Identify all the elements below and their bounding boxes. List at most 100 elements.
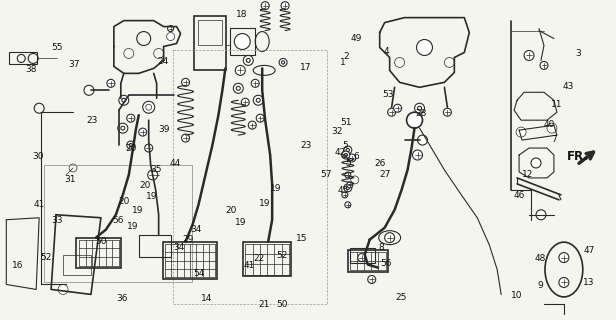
Circle shape: [348, 154, 356, 162]
Text: 38: 38: [25, 65, 36, 74]
Text: 4: 4: [384, 46, 389, 56]
Circle shape: [344, 146, 352, 154]
Text: 23: 23: [301, 141, 312, 150]
Text: 39: 39: [158, 125, 169, 134]
Circle shape: [345, 202, 351, 208]
Text: 8: 8: [379, 243, 384, 252]
Bar: [243, 242, 291, 276]
Text: 53: 53: [382, 90, 394, 99]
Text: 20: 20: [140, 181, 151, 190]
Circle shape: [368, 276, 376, 284]
Text: 56: 56: [381, 259, 392, 268]
Text: 19: 19: [128, 222, 139, 231]
Text: 20: 20: [126, 144, 137, 153]
Circle shape: [413, 150, 423, 160]
Text: 43: 43: [563, 82, 574, 91]
Circle shape: [516, 127, 526, 137]
Circle shape: [139, 128, 147, 136]
Text: 19: 19: [259, 198, 271, 207]
Circle shape: [536, 210, 546, 220]
Text: 46: 46: [514, 190, 525, 200]
Text: 55: 55: [51, 43, 62, 52]
Text: 30: 30: [33, 152, 44, 161]
Circle shape: [281, 2, 289, 10]
Text: 7: 7: [552, 135, 557, 144]
Bar: [76, 238, 121, 268]
Text: 28: 28: [416, 109, 427, 118]
Circle shape: [241, 98, 249, 106]
Circle shape: [119, 95, 129, 105]
Text: 51: 51: [340, 118, 352, 127]
Circle shape: [540, 61, 548, 69]
Text: 23: 23: [86, 116, 98, 125]
Circle shape: [182, 78, 190, 86]
Circle shape: [253, 95, 263, 105]
Circle shape: [345, 172, 351, 178]
Circle shape: [387, 108, 395, 116]
Text: 47: 47: [583, 246, 594, 255]
Bar: [195, 16, 226, 70]
Circle shape: [342, 192, 348, 198]
Circle shape: [416, 40, 432, 55]
Text: 25: 25: [395, 292, 407, 301]
Text: 10: 10: [511, 291, 522, 300]
Text: 19: 19: [132, 206, 144, 215]
Text: 20: 20: [225, 206, 237, 215]
Text: 56: 56: [112, 216, 124, 225]
Text: 18: 18: [236, 10, 248, 19]
Text: 41: 41: [244, 261, 256, 270]
Text: 57: 57: [321, 170, 332, 179]
Circle shape: [407, 112, 423, 128]
Circle shape: [347, 182, 353, 188]
Circle shape: [559, 252, 569, 262]
Circle shape: [444, 108, 452, 116]
Circle shape: [168, 26, 174, 32]
Circle shape: [234, 34, 250, 50]
Circle shape: [394, 104, 402, 112]
Circle shape: [127, 114, 135, 122]
Text: 19: 19: [235, 218, 246, 227]
Bar: [198, 20, 222, 44]
Circle shape: [531, 158, 541, 168]
Text: 5: 5: [346, 159, 351, 168]
Text: 9: 9: [537, 281, 543, 290]
Text: 34: 34: [174, 243, 185, 252]
Text: 44: 44: [169, 159, 180, 168]
Text: 41: 41: [34, 200, 45, 209]
Circle shape: [251, 79, 259, 87]
Text: 1: 1: [340, 58, 346, 67]
Text: 14: 14: [201, 294, 213, 303]
Text: 26: 26: [375, 159, 386, 168]
Circle shape: [248, 121, 256, 129]
Bar: [63, 255, 91, 275]
Circle shape: [524, 51, 534, 60]
Text: 48: 48: [534, 254, 546, 263]
Text: 49: 49: [351, 34, 362, 43]
Circle shape: [166, 33, 174, 41]
Bar: [350, 248, 375, 262]
Text: 13: 13: [583, 278, 594, 287]
Text: 42: 42: [335, 148, 346, 156]
Text: 3: 3: [575, 49, 581, 58]
Text: 52: 52: [277, 251, 288, 260]
Circle shape: [145, 144, 153, 152]
Text: 2: 2: [343, 52, 349, 61]
Circle shape: [148, 170, 158, 180]
Circle shape: [107, 79, 115, 87]
Bar: [163, 242, 217, 279]
Circle shape: [547, 123, 557, 133]
Circle shape: [143, 101, 155, 113]
Text: 31: 31: [64, 175, 76, 184]
Text: 5: 5: [342, 141, 348, 150]
Circle shape: [182, 134, 190, 142]
Text: 54: 54: [193, 268, 205, 278]
Text: 6: 6: [353, 152, 359, 161]
Text: 40: 40: [543, 120, 555, 129]
Bar: [9, 52, 37, 64]
Circle shape: [342, 151, 350, 159]
Circle shape: [415, 103, 424, 113]
Text: 34: 34: [191, 225, 202, 234]
Bar: [139, 235, 171, 257]
Bar: [172, 51, 327, 304]
Text: 15: 15: [296, 234, 307, 243]
